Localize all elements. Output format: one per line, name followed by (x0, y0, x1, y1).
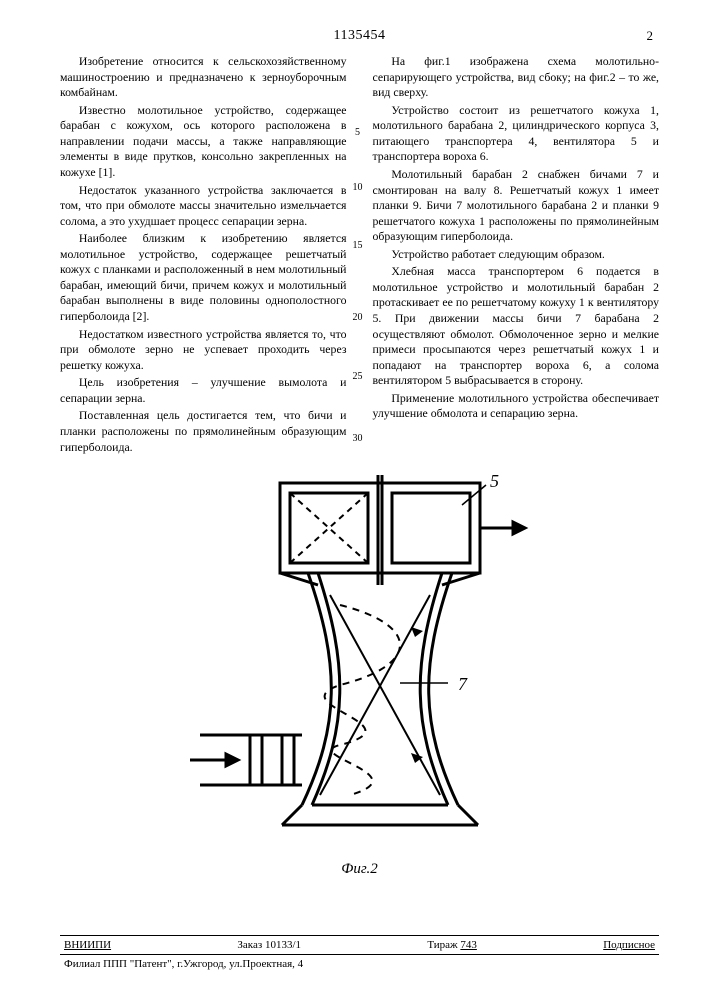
text-columns: Изобретение относится к сельско­хозяйств… (60, 54, 659, 457)
paragraph: Известно молотильное устройство, содержа… (60, 103, 347, 181)
paragraph: Молотильный барабан 2 снабжен би­чами 7 … (373, 167, 660, 245)
line-number: 5 (349, 126, 367, 139)
paragraph: Применение молотильного устройст­ва обес… (373, 391, 660, 422)
footer-sign: Подписное (603, 939, 655, 951)
document-number: 1135454 (60, 28, 659, 44)
figure-label-7: 7 (458, 674, 468, 694)
paragraph: Цель изобретения – улучшение вымо­лота и… (60, 375, 347, 406)
figure-2: 5 7 Фиг.2 (60, 465, 659, 878)
paragraph: Изобретение относится к сельско­хозяйств… (60, 54, 347, 101)
right-column: На фиг.1 изображена схема мо­лотильно-се… (373, 54, 660, 457)
figure-label-5: 5 (490, 471, 499, 491)
line-number: 25 (349, 370, 367, 383)
line-number: 30 (349, 432, 367, 445)
paragraph: Устройство работает следующим об­разом. (373, 247, 660, 263)
footer-address: Филиал ППП "Патент", г.Ужгород, ул.Проек… (60, 958, 659, 970)
paragraph: Хлебная масса транспортером 6 подается в… (373, 264, 660, 389)
diagram-svg: 5 7 (190, 465, 530, 855)
paragraph: На фиг.1 изображена схема мо­лотильно-се… (373, 54, 660, 101)
footer-order: Заказ 10133/1 (237, 939, 301, 951)
page-corner-number: 2 (647, 28, 654, 44)
footer-tirazh: Тираж 743 (427, 939, 477, 951)
left-column: Изобретение относится к сельско­хозяйств… (60, 54, 347, 457)
footer-org: ВНИИПИ (64, 939, 111, 951)
paragraph: Поставленная цель достигается тем, что б… (60, 408, 347, 455)
paragraph: Недостаток указанного устройст­ва заключ… (60, 183, 347, 230)
paragraph: Устройство состоит из решетчато­го кожух… (373, 103, 660, 165)
line-number: 20 (349, 311, 367, 324)
paragraph: Недостатком известного устройст­ва являе… (60, 327, 347, 374)
imprint-footer: ВНИИПИ Заказ 10133/1 Тираж 743 Подписное… (60, 932, 659, 970)
paragraph: Наиболее близким к изобретению является … (60, 231, 347, 324)
figure-caption: Фиг.2 (60, 861, 659, 878)
line-number: 10 (349, 181, 367, 194)
line-number: 15 (349, 239, 367, 252)
